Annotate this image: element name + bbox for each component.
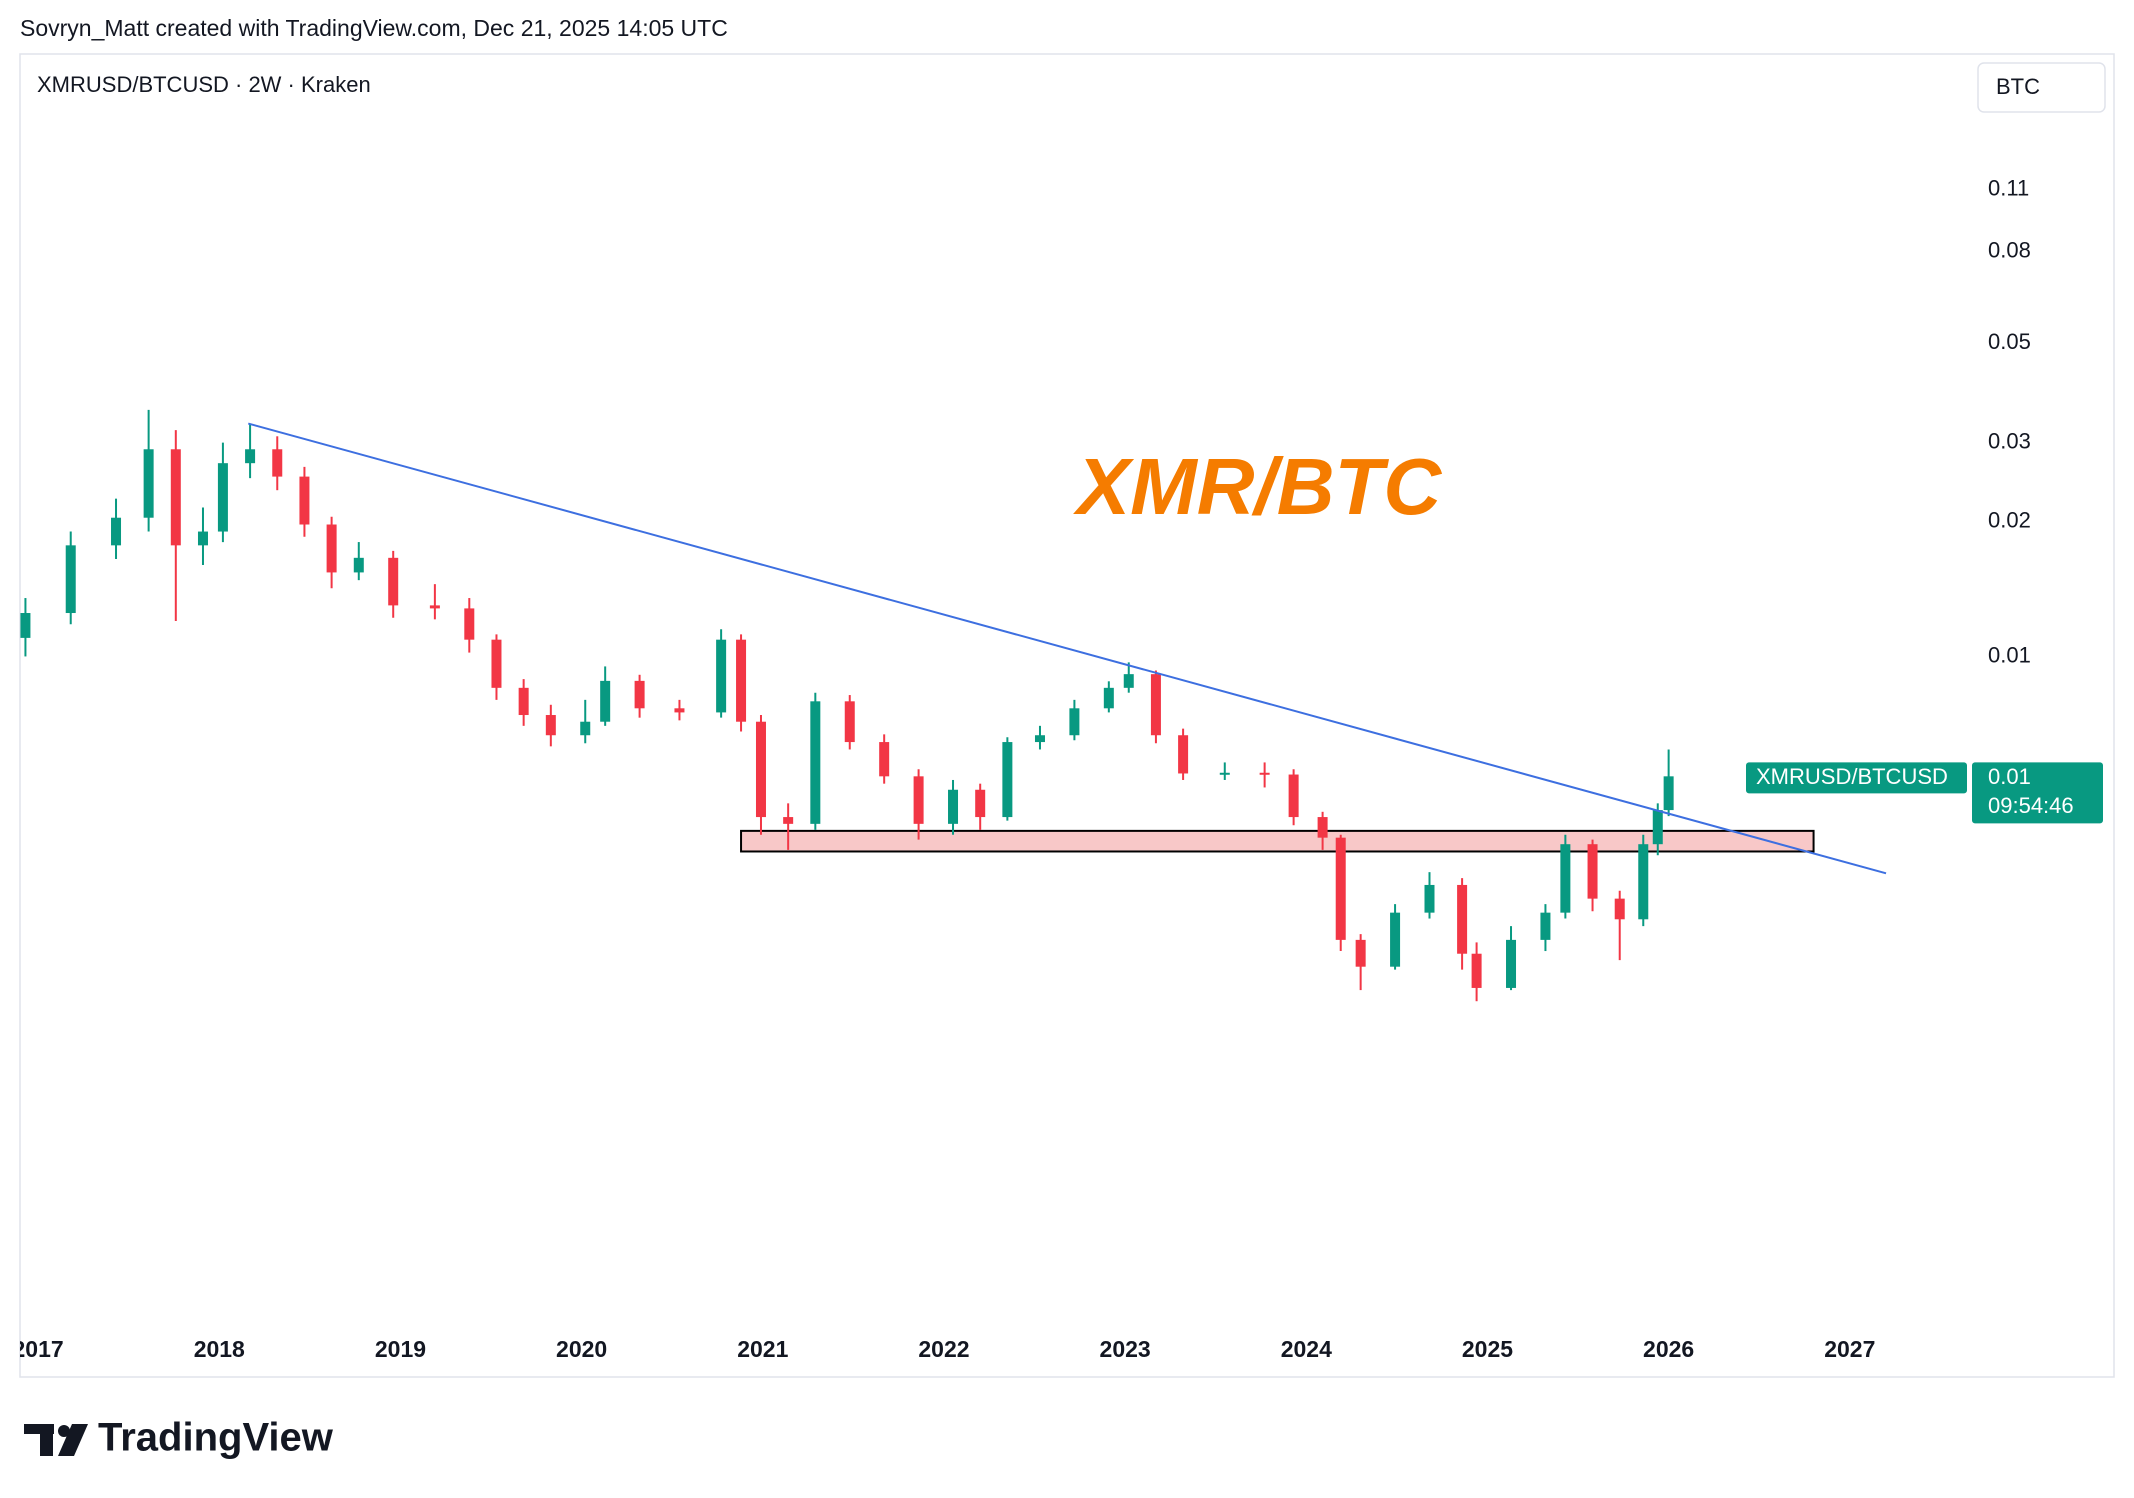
candle-body	[1652, 810, 1663, 845]
candle-body	[948, 789, 959, 824]
candle-body	[1150, 674, 1161, 736]
currency-button[interactable]	[1977, 62, 2106, 113]
y-tick-label: 0.08	[1988, 238, 2031, 263]
candle-body	[755, 721, 766, 818]
candle-body	[464, 608, 475, 640]
x-tick-label: 2018	[194, 1336, 245, 1362]
candle-body	[913, 776, 924, 824]
chart-title: XMRUSD/BTCUSD · 2W · Kraken	[37, 72, 371, 97]
y-tick-label: 0.02	[1988, 507, 2031, 532]
logo-mark	[58, 1425, 70, 1437]
candle-body	[1259, 772, 1270, 775]
candle-body	[518, 687, 529, 716]
axes: 0.01 0.02 0.03 0.05 0.08 0.11 2017 2018 2019 2020…	[13, 176, 2031, 1362]
x-tick-label: 2019	[375, 1336, 426, 1362]
candle-body	[1123, 674, 1134, 688]
x-tick-label: 2022	[918, 1336, 969, 1362]
candle-body	[844, 701, 855, 743]
candle-body	[1506, 939, 1517, 988]
candle-body	[545, 715, 556, 736]
candle-body	[674, 708, 685, 713]
logo-mark	[24, 1424, 54, 1434]
price-tag-name: XMRUSD/BTCUSD	[1756, 764, 1948, 789]
y-tick-label: 0.03	[1988, 428, 2031, 453]
x-tick-label: 2024	[1281, 1336, 1332, 1362]
candle-body	[975, 789, 986, 818]
candle-body	[1178, 735, 1189, 774]
candle-body	[1069, 708, 1080, 736]
candle-body	[1034, 735, 1045, 743]
x-tick-label: 2017	[13, 1336, 64, 1362]
x-tick-label: 2025	[1462, 1336, 1513, 1362]
price-tag-countdown: 09:54:46	[1988, 793, 2074, 818]
candle-body	[783, 817, 794, 824]
candle-body	[353, 557, 364, 573]
candle-body	[1424, 884, 1435, 913]
x-tick-label: 2021	[737, 1336, 788, 1362]
candle-body	[299, 476, 310, 525]
candle-body	[1614, 898, 1625, 920]
y-tick-label: 0.01	[1988, 642, 2031, 667]
candle-body	[580, 721, 591, 736]
brand: TradingView	[98, 1416, 334, 1460]
x-tick-label: 2026	[1643, 1336, 1694, 1362]
candle-body	[429, 605, 440, 609]
support-zone	[740, 829, 1815, 853]
candle-body	[716, 639, 727, 713]
price-tag-box	[1972, 762, 2103, 824]
candle-body	[491, 639, 502, 688]
candle-body	[111, 517, 122, 546]
candle-body	[1560, 844, 1571, 913]
candle-body	[1390, 912, 1401, 967]
candle-body	[1288, 774, 1299, 818]
annotation: XMR/BTC	[1073, 442, 1443, 531]
candle-body	[1103, 687, 1114, 709]
candle-body	[1335, 837, 1346, 940]
candle-body	[245, 449, 256, 464]
price-tag-value: 0.01	[1988, 764, 2031, 789]
logo[interactable]: TradingView	[24, 1416, 334, 1460]
candle-body	[20, 613, 31, 638]
candle-body	[170, 449, 181, 546]
candle-body	[1317, 817, 1328, 838]
candle-body	[197, 531, 208, 546]
candle-body	[1355, 939, 1366, 967]
pane-border	[19, 53, 2115, 1378]
plot-area	[20, 409, 1887, 1002]
header: Sovryn_Matt created with TradingView.com…	[20, 15, 728, 41]
price-tag-name-box	[1746, 762, 1967, 794]
candle-body	[634, 680, 645, 709]
candle-body	[1457, 884, 1468, 954]
candle-body	[1471, 953, 1482, 988]
x-tick-label: 2027	[1824, 1336, 1875, 1362]
candle-body	[1587, 844, 1598, 899]
x-tick-label: 2023	[1100, 1336, 1151, 1362]
y-tick-label: 0.05	[1988, 329, 2031, 354]
candle-body	[1663, 776, 1674, 811]
candle-body	[1638, 844, 1649, 920]
logo-mark	[40, 1424, 53, 1456]
candle-body	[65, 545, 76, 614]
candle-body	[1540, 912, 1551, 940]
candle-body	[272, 449, 283, 477]
candle-body	[736, 639, 747, 722]
candle-body	[143, 449, 154, 518]
x-tick-label: 2020	[556, 1336, 607, 1362]
logo-mark	[58, 1424, 88, 1456]
currency-label[interactable]: BTC	[1996, 74, 2040, 99]
trendline	[248, 422, 1887, 875]
candle-body	[217, 463, 228, 532]
candle-body	[600, 680, 611, 722]
candle-body	[388, 557, 399, 606]
candle-body	[326, 524, 337, 573]
candle-body	[879, 742, 890, 777]
candle-body	[1219, 772, 1230, 775]
y-tick-label: 0.11	[1988, 176, 2029, 201]
candle-body	[810, 701, 821, 824]
candle-body	[1002, 742, 1013, 818]
